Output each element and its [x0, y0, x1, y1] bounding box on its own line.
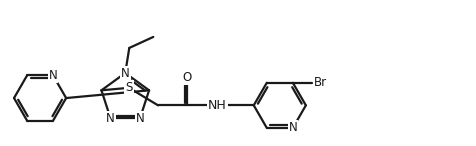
Text: N: N — [49, 69, 58, 82]
Text: S: S — [125, 81, 133, 94]
Text: Br: Br — [314, 76, 327, 89]
Text: N: N — [288, 121, 297, 134]
Text: N: N — [121, 66, 129, 80]
Text: N: N — [106, 112, 115, 125]
Text: O: O — [182, 71, 192, 84]
Text: NH: NH — [208, 99, 227, 112]
Text: N: N — [136, 112, 144, 125]
